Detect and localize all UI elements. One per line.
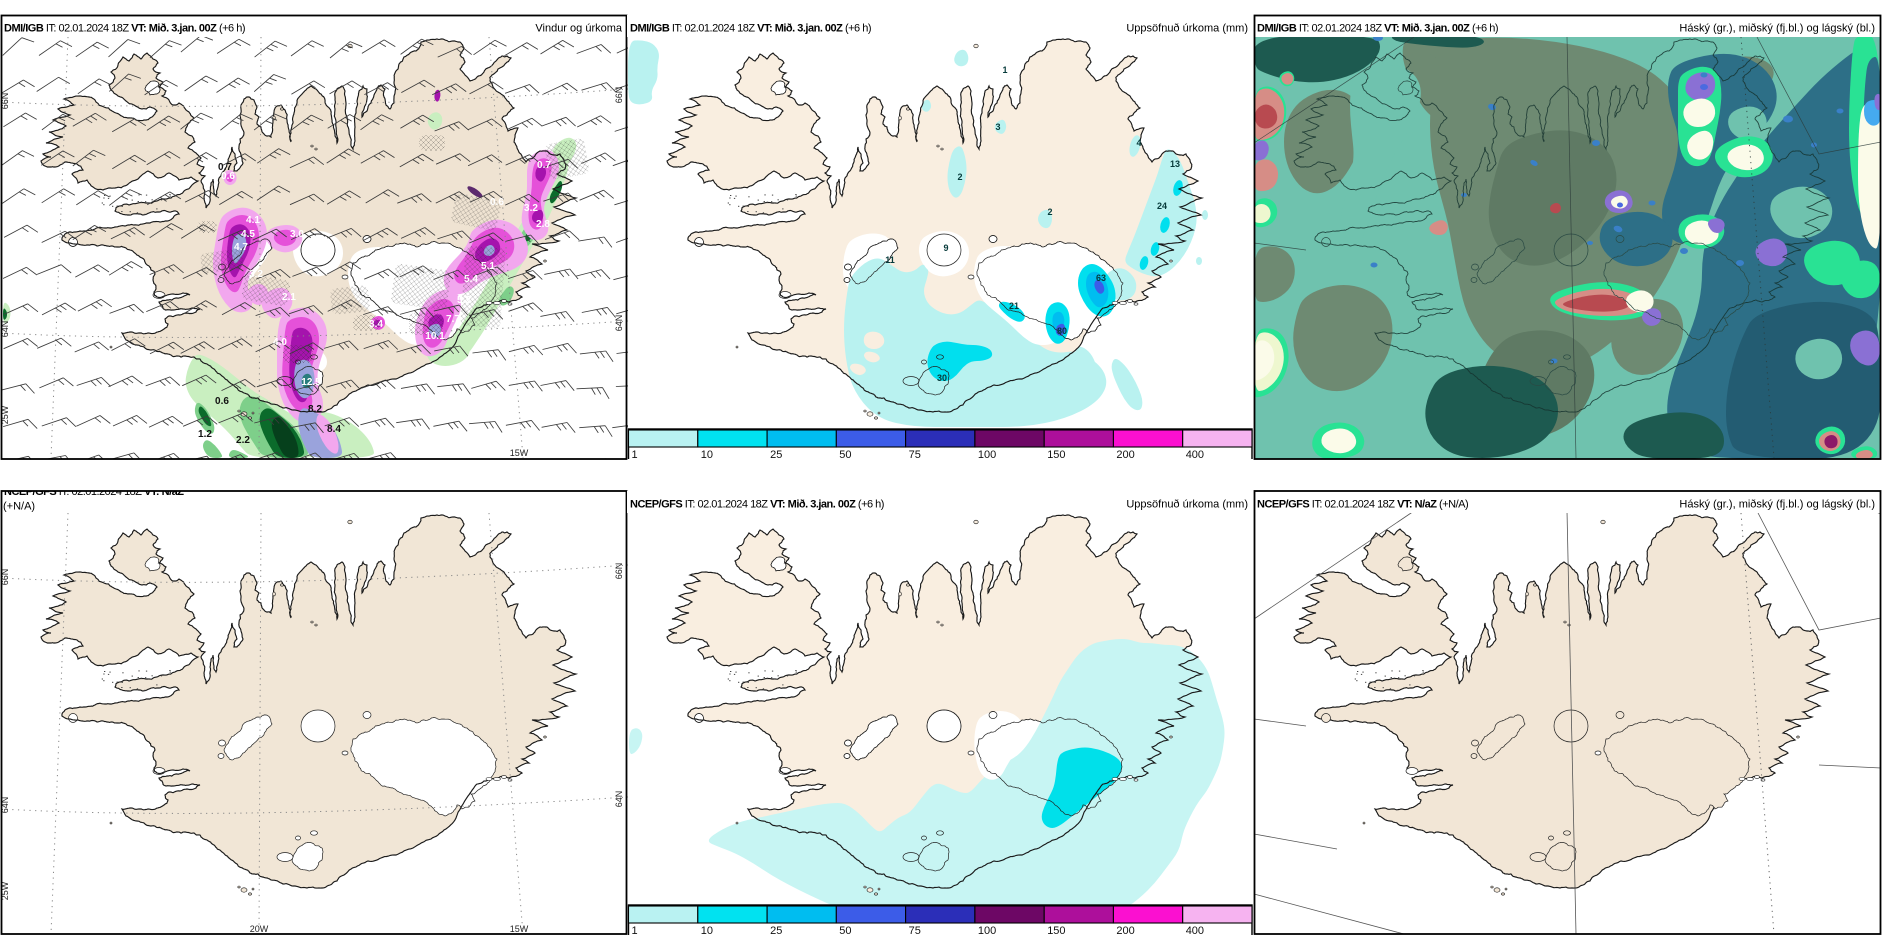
svg-text:0.6: 0.6 [490,197,504,208]
svg-text:1: 1 [632,449,638,461]
svg-text:2: 2 [1047,207,1052,217]
svg-text:80: 80 [1057,326,1067,336]
svg-text:64N: 64N [614,791,624,808]
svg-text:DMI/IGB IT: 02.01.2024 18Z VT:: DMI/IGB IT: 02.01.2024 18Z VT: Mið. 3.ja… [4,23,245,35]
svg-text:DMI/IGB IT: 02.01.2024 18Z VT:: DMI/IGB IT: 02.01.2024 18Z VT: Mið. 3.ja… [630,23,871,35]
svg-text:Uppsöfnuð úrkoma (mm): Uppsöfnuð úrkoma (mm) [1126,499,1248,511]
svg-text:20W: 20W [250,924,269,934]
svg-text:4.7: 4.7 [234,242,248,253]
svg-text:2.8: 2.8 [536,219,550,230]
svg-text:Háský (gr.), miðský (fj.bl.) o: Háský (gr.), miðský (fj.bl.) og lágský (… [1679,23,1875,35]
svg-text:4.5: 4.5 [241,229,255,240]
svg-text:Háský (gr.), miðský (fj.bl.) o: Háský (gr.), miðský (fj.bl.) og lágský (… [1679,499,1875,511]
svg-text:24: 24 [1157,201,1167,211]
svg-text:66N: 66N [614,87,624,104]
svg-text:Vindur og úrkoma: Vindur og úrkoma [535,23,623,35]
svg-text:25W: 25W [0,881,10,900]
svg-text:Uppsöfnuð úrkoma (mm): Uppsöfnuð úrkoma (mm) [1126,23,1248,35]
svg-text:66N: 66N [0,569,10,586]
svg-text:50: 50 [839,925,851,937]
svg-text:150: 150 [1047,925,1065,937]
svg-text:NCEP/GFS IT: 02.01.2024 18Z VT: NCEP/GFS IT: 02.01.2024 18Z VT: N/aZ (+N… [1257,499,1468,511]
svg-text:0.7: 0.7 [537,160,551,171]
svg-text:10: 10 [701,925,713,937]
svg-text:400: 400 [1186,925,1204,937]
svg-text:3.4: 3.4 [369,319,383,330]
svg-text:100: 100 [978,925,996,937]
svg-text:2.1: 2.1 [282,292,296,303]
svg-text:400: 400 [1186,449,1204,461]
svg-text:5.4: 5.4 [464,274,478,285]
svg-text:10.1: 10.1 [425,331,445,342]
svg-text:15W: 15W [510,448,529,458]
svg-text:9: 9 [943,243,948,253]
svg-text:2.2: 2.2 [236,435,250,446]
svg-text:200: 200 [1116,449,1134,461]
svg-text:15W: 15W [510,924,529,934]
svg-text:200: 200 [1116,925,1134,937]
svg-text:11: 11 [885,255,895,265]
svg-text:0.6: 0.6 [221,171,235,182]
svg-text:75: 75 [909,925,921,937]
svg-text:64N: 64N [0,797,10,814]
svg-text:NCEP/GFS IT: 02.01.2024 18Z VT: NCEP/GFS IT: 02.01.2024 18Z VT: Mið. 3.j… [630,499,884,511]
svg-text:25: 25 [770,449,782,461]
svg-text:NCEP/GFS IT: 02.01.2024 18Z VT: NCEP/GFS IT: 02.01.2024 18Z VT: N/aZ [4,486,184,498]
svg-text:64N: 64N [614,315,624,332]
svg-text:3.2: 3.2 [524,203,538,214]
svg-text:13: 13 [1170,159,1180,169]
svg-text:3.2: 3.2 [249,269,263,280]
svg-text:8.4: 8.4 [327,424,341,435]
svg-text:10: 10 [701,449,713,461]
svg-text:25: 25 [770,925,782,937]
svg-text:25W: 25W [0,405,10,424]
svg-text:4.0: 4.0 [273,337,287,348]
svg-text:4: 4 [1136,138,1141,148]
svg-text:66N: 66N [0,93,10,110]
svg-text:5.1: 5.1 [481,261,495,272]
svg-text:21: 21 [1009,301,1019,311]
svg-text:1.2: 1.2 [198,429,212,440]
svg-text:5.2: 5.2 [457,295,471,306]
svg-text:63: 63 [1096,273,1106,283]
svg-text:3.0: 3.0 [290,229,304,240]
svg-text:4.1: 4.1 [246,215,260,226]
svg-text:1: 1 [1002,65,1007,75]
svg-text:66N: 66N [614,563,624,580]
svg-text:50: 50 [839,449,851,461]
svg-text:7.7: 7.7 [446,314,460,325]
svg-text:DMI/IGB IT: 02.01.2024 18Z VT:: DMI/IGB IT: 02.01.2024 18Z VT: Mið. 3.ja… [1257,23,1498,35]
svg-text:3: 3 [995,122,1000,132]
svg-text:1: 1 [632,925,638,937]
svg-text:8.2: 8.2 [308,404,322,415]
svg-text:64N: 64N [0,321,10,338]
svg-text:75: 75 [909,449,921,461]
svg-text:100: 100 [978,449,996,461]
svg-text:150: 150 [1047,449,1065,461]
svg-text:30: 30 [937,373,947,383]
svg-text:0.7: 0.7 [218,162,232,173]
svg-text:12.5: 12.5 [301,377,321,388]
svg-text:0.6: 0.6 [215,396,229,407]
svg-text:(+N/A): (+N/A) [3,501,35,513]
svg-text:2: 2 [957,172,962,182]
